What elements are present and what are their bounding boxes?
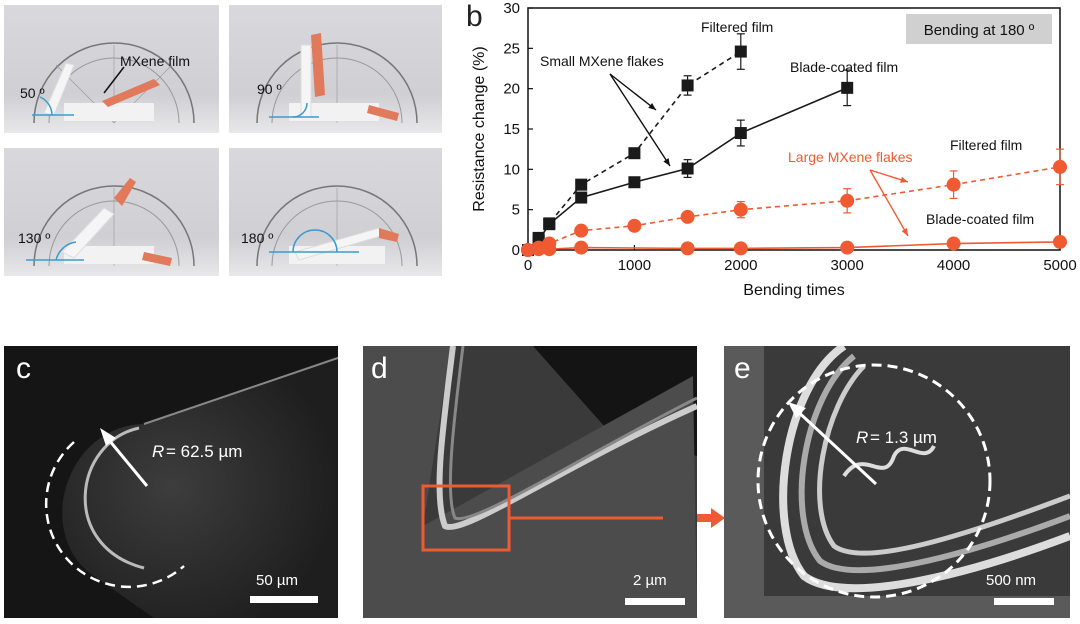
data-point-circle [946, 236, 961, 251]
data-point-circle [1053, 159, 1067, 174]
angle-label-50: 50 º [20, 85, 45, 101]
protractor-illustration [256, 185, 418, 267]
scale-bar-label-e: 500 nm [986, 572, 1037, 589]
annotation-arrowhead [900, 176, 908, 183]
data-point-square [575, 178, 588, 191]
sem-fold-illustration [724, 346, 1070, 618]
angle-label-130: 130 º [18, 230, 51, 246]
series-line-2 [527, 166, 1061, 251]
radius-label-c: = 62.5 µm [166, 442, 243, 461]
annotation-arrow [609, 73, 657, 111]
annotation-large-flakes: Large MXene flakes [788, 149, 913, 165]
series-line-3 [527, 241, 1061, 251]
x-tick-label: 2000 [724, 257, 757, 274]
data-point-square [734, 127, 747, 140]
title-box [906, 14, 1052, 44]
data-point-circle [733, 202, 748, 217]
panel-label-b: b [466, 0, 483, 33]
y-tick-label: 15 [503, 121, 520, 138]
y-tick-label: 0 [512, 242, 520, 259]
scale-bar-label-d: 2 µm [633, 572, 667, 589]
resistance-chart: 0 1000 2000 3000 4000 5000 0 5 10 15 20 25 30 Bending… [471, 0, 1077, 299]
data-point-square [628, 176, 641, 189]
photo-bend-130: 130 º [4, 148, 219, 276]
annotation-arrowhead [648, 103, 656, 110]
sem-image-e: e R = 1.3 µm 500 nm [724, 346, 1070, 618]
data-point-square [543, 218, 556, 231]
panel-label-e: e [734, 352, 751, 385]
scale-bar-label-c: 50 µm [256, 572, 298, 589]
protractor-illustration [26, 178, 195, 267]
data-point-circle [574, 240, 589, 255]
y-tick-label: 25 [503, 40, 520, 57]
radius-symbol-c: R [152, 442, 165, 461]
annotation-small-flakes: Small MXene flakes [540, 53, 664, 69]
protractor-illustration [256, 33, 418, 124]
angle-label-90: 90 º [257, 81, 282, 97]
protractor-illustration [32, 42, 195, 124]
y-axis-label: Resistance change (%) [471, 46, 488, 211]
annotation-blade-black: Blade-coated film [790, 59, 898, 75]
panel-label-d: d [371, 352, 388, 385]
x-tick-label: 0 [524, 257, 532, 274]
panel-label-c: c [16, 352, 31, 385]
data-point-square [681, 79, 694, 92]
angle-label-180: 180 º [241, 230, 274, 246]
chart-title: Bending at 180 º [924, 22, 1035, 39]
sem-image-c: c R = 62.5 µm 50 µm [4, 346, 338, 618]
data-point-circle [840, 193, 855, 208]
y-tick-label: 20 [503, 81, 520, 98]
radius-label-e: = 1.3 µm [870, 428, 937, 447]
data-point-circle [521, 243, 535, 257]
annotation-blade-red: Blade-coated film [926, 211, 1034, 227]
data-point-square [628, 147, 641, 160]
x-axis-label: Bending times [743, 282, 844, 299]
data-point-circle [733, 241, 748, 256]
y-tick-label: 10 [503, 161, 520, 178]
annotation-arrowhead [663, 158, 670, 166]
data-point-square [681, 162, 694, 175]
x-tick-label: 5000 [1043, 257, 1076, 274]
data-point-circle [1053, 234, 1067, 249]
data-point-circle [531, 242, 546, 257]
photo-bend-50: MXene film 50 º [4, 5, 219, 133]
photo-bend-90: 90 º [229, 5, 442, 133]
data-point-circle [627, 218, 642, 233]
data-point-square [734, 45, 747, 58]
sem-image-d: d 2 µm [363, 346, 697, 618]
photo-bend-180: 180 º [229, 148, 442, 276]
annotation-arrowhead [901, 228, 908, 236]
annotation-filtered-red: Filtered film [950, 137, 1022, 153]
data-point-circle [680, 209, 695, 224]
data-point-circle [574, 223, 589, 238]
radius-symbol-e: R [856, 428, 869, 447]
data-point-square [575, 191, 588, 204]
y-tick-label: 5 [512, 202, 520, 219]
x-tick-label: 3000 [831, 257, 864, 274]
data-point-circle [840, 240, 855, 255]
x-tick-label: 4000 [937, 257, 970, 274]
data-point-circle [946, 177, 961, 192]
data-point-square [841, 81, 854, 94]
annotation-arrow [869, 169, 909, 237]
zoom-arrow [697, 508, 725, 528]
annotation-filtered-black: Filtered film [701, 19, 773, 35]
sem-fold-illustration [44, 356, 338, 618]
data-point-circle [680, 241, 695, 256]
sem-fold-illustration [363, 346, 697, 618]
annotation-arrow [609, 73, 671, 167]
callout-mxene-film: MXene film [120, 53, 191, 69]
x-tick-label: 1000 [618, 257, 651, 274]
y-tick-label: 30 [503, 0, 520, 17]
data-point-circle [542, 242, 557, 257]
